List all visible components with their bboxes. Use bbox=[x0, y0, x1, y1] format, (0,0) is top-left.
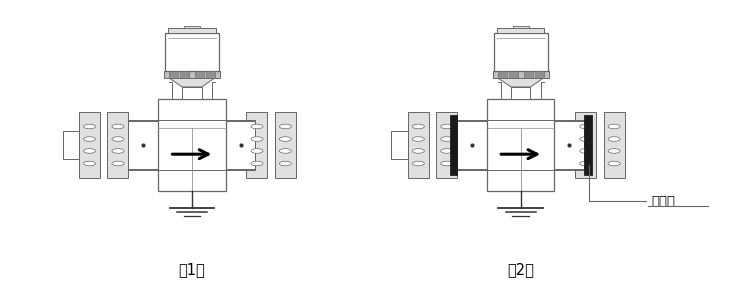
Bar bbox=[169, 71, 178, 78]
Circle shape bbox=[441, 149, 453, 153]
Bar bbox=[575, 112, 596, 178]
Bar bbox=[165, 33, 219, 71]
Circle shape bbox=[580, 124, 592, 129]
Bar bbox=[392, 131, 408, 159]
Bar bbox=[513, 26, 529, 28]
Circle shape bbox=[608, 124, 620, 129]
Bar bbox=[168, 28, 215, 33]
Circle shape bbox=[608, 137, 620, 141]
Text: 接地环: 接地环 bbox=[590, 164, 676, 208]
Bar bbox=[497, 28, 544, 33]
Circle shape bbox=[279, 149, 291, 153]
Circle shape bbox=[112, 149, 124, 153]
Circle shape bbox=[83, 149, 95, 153]
Circle shape bbox=[413, 137, 424, 141]
Circle shape bbox=[608, 149, 620, 153]
Polygon shape bbox=[169, 78, 215, 87]
Bar bbox=[247, 112, 268, 178]
Bar bbox=[458, 120, 584, 170]
Bar bbox=[274, 131, 291, 159]
Circle shape bbox=[83, 137, 95, 141]
Circle shape bbox=[441, 137, 453, 141]
Bar bbox=[487, 99, 554, 191]
Bar bbox=[494, 33, 548, 71]
Bar bbox=[182, 87, 202, 99]
Circle shape bbox=[251, 149, 263, 153]
Bar bbox=[158, 99, 226, 191]
Circle shape bbox=[251, 137, 263, 141]
Circle shape bbox=[279, 124, 291, 129]
Circle shape bbox=[112, 161, 124, 166]
Bar bbox=[63, 131, 79, 159]
Text: （1）: （1） bbox=[178, 262, 206, 278]
Circle shape bbox=[251, 161, 263, 166]
Bar bbox=[184, 26, 200, 28]
Circle shape bbox=[580, 161, 592, 166]
Circle shape bbox=[251, 124, 263, 129]
Bar bbox=[497, 71, 506, 78]
Circle shape bbox=[279, 137, 291, 141]
Bar bbox=[107, 112, 128, 178]
Bar bbox=[604, 112, 625, 178]
Bar bbox=[436, 112, 457, 178]
Bar bbox=[450, 115, 458, 175]
Circle shape bbox=[279, 161, 291, 166]
Bar bbox=[493, 71, 549, 78]
Bar bbox=[511, 87, 530, 99]
Bar bbox=[584, 115, 592, 175]
Circle shape bbox=[608, 161, 620, 166]
Bar bbox=[206, 71, 215, 78]
Bar bbox=[554, 121, 584, 169]
Circle shape bbox=[83, 161, 95, 166]
Bar bbox=[79, 112, 100, 178]
Bar bbox=[535, 71, 544, 78]
Circle shape bbox=[83, 124, 95, 129]
Circle shape bbox=[441, 124, 453, 129]
Circle shape bbox=[580, 137, 592, 141]
Bar bbox=[274, 112, 296, 178]
Bar bbox=[128, 121, 158, 169]
Bar bbox=[524, 71, 532, 78]
Polygon shape bbox=[497, 78, 544, 87]
Bar bbox=[195, 71, 204, 78]
Bar bbox=[604, 131, 620, 159]
Bar bbox=[408, 112, 429, 178]
Bar bbox=[226, 121, 256, 169]
Bar bbox=[458, 121, 487, 169]
Text: （2）: （2） bbox=[507, 262, 534, 278]
Circle shape bbox=[413, 161, 424, 166]
Bar bbox=[128, 120, 256, 170]
Bar bbox=[164, 71, 220, 78]
Circle shape bbox=[112, 124, 124, 129]
Circle shape bbox=[413, 124, 424, 129]
Circle shape bbox=[112, 137, 124, 141]
Bar bbox=[180, 71, 189, 78]
Circle shape bbox=[580, 149, 592, 153]
Circle shape bbox=[413, 149, 424, 153]
Bar bbox=[509, 71, 518, 78]
Circle shape bbox=[441, 161, 453, 166]
